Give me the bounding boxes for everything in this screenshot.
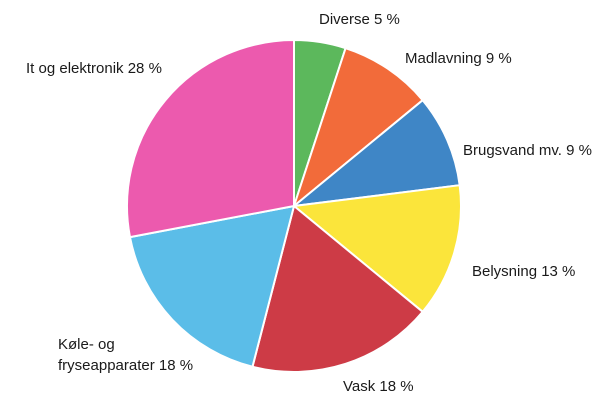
pie-slices xyxy=(126,39,462,373)
label-koele-line-2: fryseapparater 18 % xyxy=(58,357,193,374)
pie-slice-it-elektronik xyxy=(126,39,295,239)
label-madlavning: Madlavning 9 % xyxy=(405,50,512,67)
pie-slice-belysning xyxy=(293,184,462,313)
label-it-elektronik: It og elektronik 28 % xyxy=(26,60,162,77)
label-brugsvand: Brugsvand mv. 9 % xyxy=(463,142,592,159)
pie-slice-koele-fryseapparater xyxy=(128,205,295,368)
pie-slice-vask xyxy=(251,205,424,373)
pie-slice-madlavning xyxy=(293,47,424,207)
label-diverse: Diverse 5 % xyxy=(319,11,400,28)
label-koele-line-1: Køle- og xyxy=(58,336,115,353)
pie-slice-brugsvand xyxy=(293,99,461,207)
label-vask: Vask 18 % xyxy=(343,378,414,395)
label-belysning: Belysning 13 % xyxy=(472,263,575,280)
